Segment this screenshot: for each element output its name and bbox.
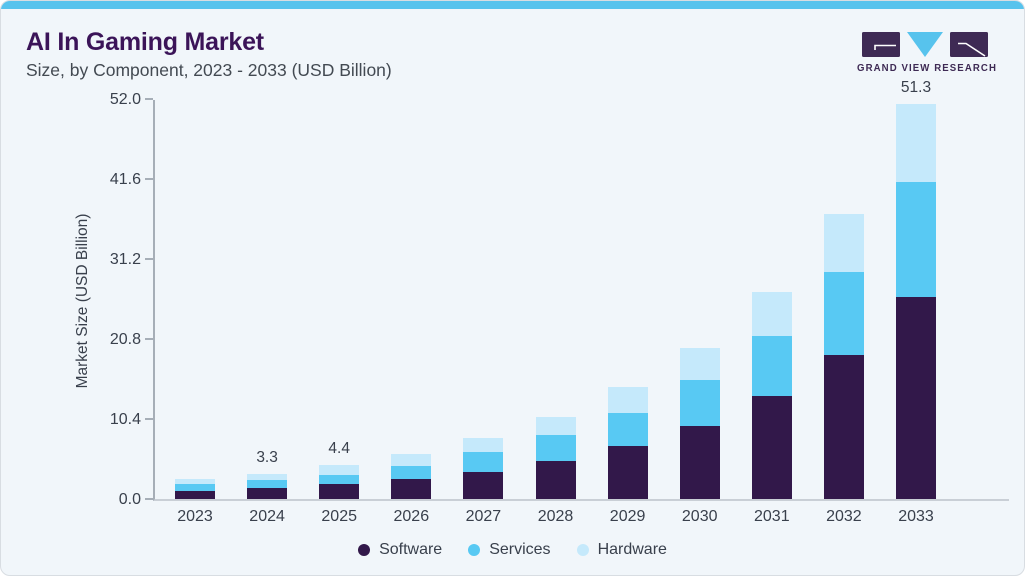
bar-segment-hardware-2024 bbox=[247, 473, 288, 480]
y-axis-tick bbox=[145, 338, 153, 340]
bar-segment-software-2024 bbox=[247, 488, 288, 499]
legend-item-software: Software bbox=[358, 541, 442, 559]
bar-segment-software-2030 bbox=[679, 425, 720, 499]
y-tick-label: 52.0 bbox=[109, 91, 141, 108]
gvr-logo-mark: GRAND VIEW RESEARCH bbox=[857, 32, 997, 74]
legend-dot-software-icon bbox=[358, 544, 371, 556]
page-title: AI In Gaming Market bbox=[26, 28, 264, 56]
x-tick-label-2027: 2027 bbox=[465, 508, 502, 525]
x-tick-label-2024: 2024 bbox=[249, 508, 285, 525]
bar-segment-services-2032 bbox=[823, 272, 864, 356]
bar-segment-hardware-2029 bbox=[607, 387, 648, 413]
bar-segment-software-2023 bbox=[175, 490, 215, 499]
bar-segment-hardware-2032 bbox=[823, 214, 864, 273]
x-tick-label-2033: 2033 bbox=[898, 508, 934, 525]
legend-label-software: Software bbox=[379, 541, 443, 558]
legend-item-hardware: Hardware bbox=[576, 541, 667, 559]
bar-segment-hardware-2030 bbox=[679, 348, 720, 380]
logo-r-glyph bbox=[958, 42, 986, 57]
legend-label-hardware: Hardware bbox=[597, 541, 667, 558]
legend-label-services: Services bbox=[489, 541, 551, 558]
bar-segment-software-2026 bbox=[391, 479, 432, 499]
bar-segment-software-2033 bbox=[896, 296, 936, 499]
x-tick-label-2025: 2025 bbox=[321, 508, 357, 525]
bar-segment-software-2028 bbox=[535, 460, 576, 499]
bar-segment-services-2029 bbox=[607, 412, 648, 446]
y-axis-tick bbox=[145, 498, 153, 500]
plot-area: 0.0 10.4 20.8 31.2 41.6 52.0 2023 2024 3.3 2025 4.… bbox=[110, 79, 1009, 525]
grand-view-research-logo: GRAND VIEW RESEARCH bbox=[852, 26, 1002, 74]
bar-segment-services-2031 bbox=[751, 335, 792, 396]
bar-segment-hardware-2028 bbox=[535, 417, 576, 436]
legend-dot-services-icon bbox=[468, 544, 481, 556]
bar-segment-hardware-2033 bbox=[896, 104, 936, 183]
y-tick-label: 20.8 bbox=[109, 331, 141, 348]
bar-segment-software-2029 bbox=[607, 445, 648, 499]
chart-subtitle: Size, by Component, 2023 - 2033 (USD Bil… bbox=[26, 60, 392, 80]
bar-segment-hardware-2026 bbox=[391, 454, 432, 466]
legend-item-services: Services bbox=[468, 541, 551, 559]
y-axis-tick bbox=[145, 258, 153, 260]
y-axis-tick bbox=[145, 98, 153, 100]
bar-segment-services-2023 bbox=[175, 484, 215, 491]
x-tick-label-2026: 2026 bbox=[393, 508, 430, 525]
y-axis-tick bbox=[145, 418, 153, 420]
x-tick-label-2023: 2023 bbox=[177, 508, 213, 525]
x-tick-label-2032: 2032 bbox=[826, 508, 862, 525]
x-tick-label-2029: 2029 bbox=[609, 508, 646, 525]
bar-segment-software-2025 bbox=[319, 483, 360, 499]
logo-left-block bbox=[862, 32, 900, 57]
y-tick-label: 0.0 bbox=[118, 491, 141, 508]
bar-segment-software-2032 bbox=[823, 355, 864, 499]
legend-dot-hardware-icon bbox=[576, 544, 589, 556]
logo-v-triangle-icon bbox=[907, 32, 943, 57]
x-tick-label-2028: 2028 bbox=[537, 508, 574, 525]
bar-segment-services-2027 bbox=[463, 452, 504, 473]
logo-text: GRAND VIEW RESEARCH bbox=[857, 62, 997, 74]
y-axis-title: Market Size (USD Billion) bbox=[74, 213, 91, 389]
bar-segment-services-2033 bbox=[896, 182, 936, 297]
bar-segment-services-2030 bbox=[679, 379, 720, 426]
logo-right-block bbox=[950, 32, 988, 57]
bar-segment-services-2026 bbox=[391, 465, 432, 479]
bar-segment-hardware-2025 bbox=[319, 465, 360, 476]
x-tick-label-2030: 2030 bbox=[681, 508, 718, 525]
bar-segment-software-2031 bbox=[751, 395, 792, 499]
bar-segment-services-2024 bbox=[247, 479, 288, 489]
bar-total-label-2025: 4.4 bbox=[328, 440, 350, 458]
x-tick-label-2031: 2031 bbox=[754, 508, 790, 525]
bar-segment-software-2027 bbox=[463, 472, 504, 499]
top-accent-bar bbox=[1, 1, 1024, 9]
y-tick-label: 10.4 bbox=[109, 411, 141, 428]
bar-total-label-2033: 51.3 bbox=[900, 79, 932, 97]
y-tick-label: 41.6 bbox=[109, 171, 141, 188]
logo-g-glyph bbox=[874, 44, 896, 50]
bar-segment-services-2028 bbox=[535, 435, 576, 461]
y-tick-label: 31.2 bbox=[109, 251, 141, 268]
bar-segment-services-2025 bbox=[319, 475, 360, 484]
y-axis-tick bbox=[145, 178, 153, 180]
bar-segment-hardware-2027 bbox=[463, 438, 504, 453]
bar-total-label-2024: 3.3 bbox=[256, 448, 278, 466]
legend: Software Services Hardware bbox=[1, 538, 1024, 562]
bar-segment-hardware-2031 bbox=[751, 292, 792, 336]
bar-segment-hardware-2023 bbox=[175, 479, 215, 485]
